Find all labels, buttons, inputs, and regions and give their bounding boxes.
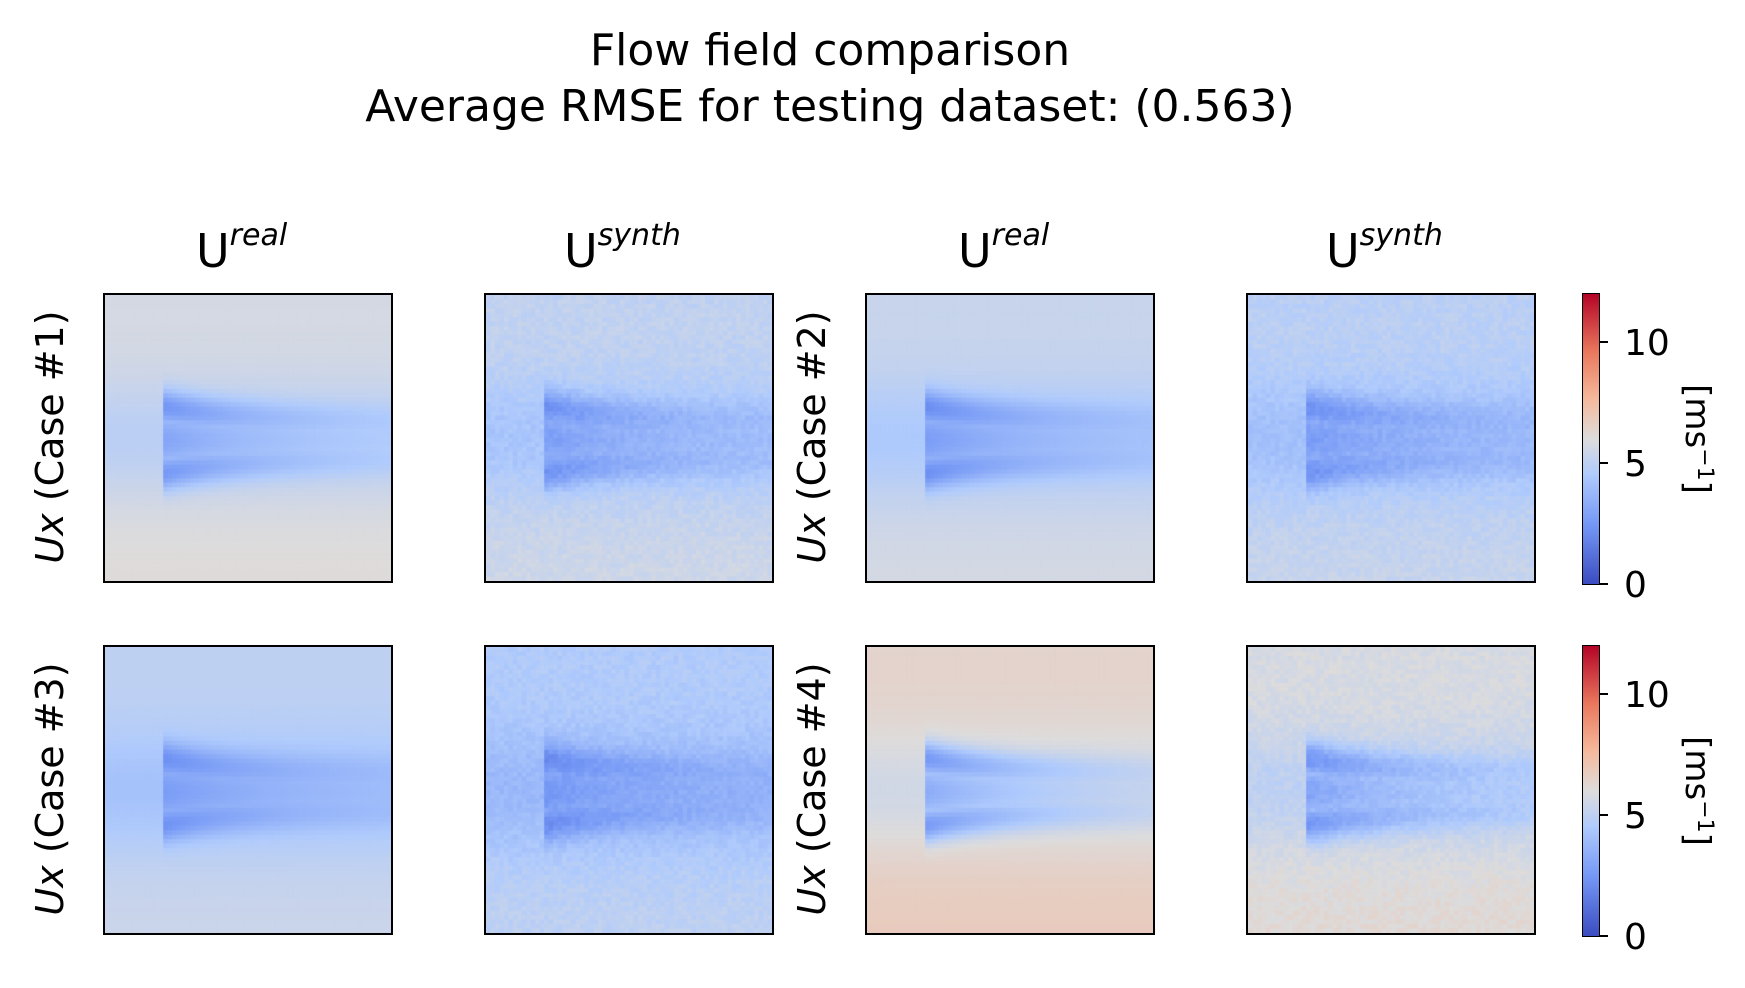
colorbar-bottom-tick-5: 5 [1624, 796, 1647, 837]
row-label-case-3: Ux (Case #3) [28, 662, 72, 916]
column-title-4: Usynth [1326, 218, 1443, 278]
colorbar-bottom-tickmark-5 [1600, 814, 1608, 816]
heatmap-case2-real [865, 293, 1155, 583]
row-label-case-4: Ux (Case #4) [790, 662, 834, 916]
column-title-1: Ureal [196, 218, 288, 278]
colorbar-top [1582, 293, 1600, 585]
column-title-2: Usynth [564, 218, 681, 278]
colorbar-top-tickmark-10 [1600, 341, 1608, 343]
heatmap-case2-synth [1246, 293, 1536, 583]
colorbar-bottom-unit-label: [ms−1] [1676, 736, 1718, 846]
colorbar-top-tick-5: 5 [1624, 444, 1647, 485]
heatmap-case4-real [865, 645, 1155, 935]
row-label-case-1: Ux (Case #1) [28, 310, 72, 564]
colorbar-bottom-tick-0: 0 [1624, 917, 1647, 958]
colorbar-bottom [1582, 645, 1600, 937]
colorbar-top-unit-label: [ms−1] [1676, 384, 1718, 494]
colorbar-top-tickmark-5 [1600, 462, 1608, 464]
row-label-case-2: Ux (Case #2) [790, 310, 834, 564]
column-title-3: Ureal [958, 218, 1050, 278]
colorbar-top-tick-10: 10 [1624, 323, 1670, 364]
chart-title: Flow field comparison [589, 25, 1071, 76]
heatmap-case1-real [103, 293, 393, 583]
heatmap-case1-synth [484, 293, 774, 583]
heatmap-case3-real [103, 645, 393, 935]
colorbar-bottom-tickmark-0 [1600, 935, 1608, 937]
colorbar-bottom-tickmark-10 [1600, 693, 1608, 695]
colorbar-top-tick-0: 0 [1624, 565, 1647, 606]
chart-subtitle: Average RMSE for testing dataset: (0.563… [365, 81, 1295, 132]
colorbar-top-tickmark-0 [1600, 583, 1608, 585]
heatmap-case4-synth [1246, 645, 1536, 935]
heatmap-case3-synth [484, 645, 774, 935]
colorbar-bottom-tick-10: 10 [1624, 675, 1670, 716]
